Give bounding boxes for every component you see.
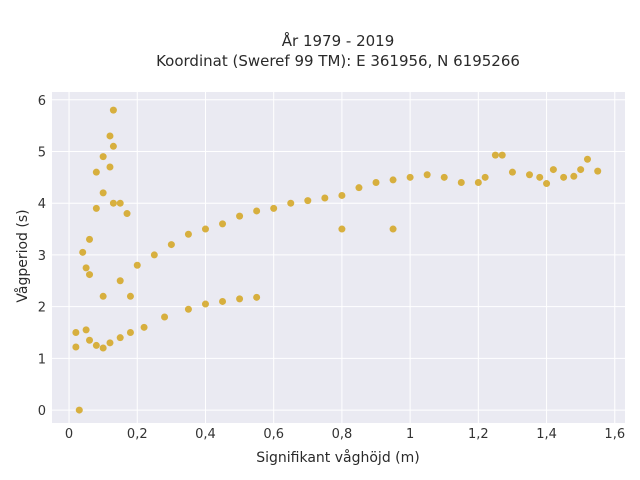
data-point xyxy=(86,271,94,279)
data-points xyxy=(72,106,602,414)
data-point xyxy=(577,166,585,174)
gridlines xyxy=(52,92,625,423)
data-point xyxy=(583,155,591,163)
data-point xyxy=(543,180,551,188)
x-tick-label: 0 xyxy=(65,427,73,442)
data-point xyxy=(481,173,489,181)
data-point xyxy=(92,341,100,349)
data-point xyxy=(126,292,134,300)
data-point xyxy=(167,241,175,249)
data-point xyxy=(355,184,363,192)
x-tick-label: 0,6 xyxy=(263,427,284,442)
x-axis-title: Signifikant våghöjd (m) xyxy=(256,449,419,466)
plot-background xyxy=(52,92,625,423)
data-point xyxy=(140,323,148,331)
data-point xyxy=(109,199,117,207)
x-tick-label: 0,2 xyxy=(127,427,148,442)
data-point xyxy=(560,173,568,181)
chart-title-line-1: År 1979 - 2019 xyxy=(282,31,395,50)
data-point xyxy=(99,344,107,352)
data-point xyxy=(184,230,192,238)
y-tick-label: 5 xyxy=(38,145,46,160)
data-point xyxy=(109,106,117,114)
data-point xyxy=(99,292,107,300)
data-point xyxy=(106,163,114,171)
data-point xyxy=(109,142,117,150)
data-point xyxy=(287,199,295,207)
data-point xyxy=(72,343,80,351)
data-point xyxy=(372,179,380,187)
data-point xyxy=(594,167,602,175)
data-point xyxy=(491,151,499,159)
data-point xyxy=(474,179,482,187)
data-point xyxy=(86,235,94,243)
data-point xyxy=(106,339,114,347)
x-tick-label: 1,6 xyxy=(604,427,625,442)
y-tick-label: 0 xyxy=(38,404,46,419)
y-tick-label: 1 xyxy=(38,352,46,367)
data-point xyxy=(338,225,346,233)
data-point xyxy=(440,173,448,181)
data-point xyxy=(184,305,192,313)
data-point xyxy=(79,248,87,256)
data-point xyxy=(150,251,158,259)
data-point xyxy=(106,132,114,140)
data-point xyxy=(92,168,100,176)
data-point xyxy=(126,328,134,336)
data-point xyxy=(389,176,397,184)
data-point xyxy=(92,204,100,212)
data-point xyxy=(253,207,261,215)
data-point xyxy=(304,197,312,205)
x-tick-label: 0,4 xyxy=(195,427,216,442)
data-point xyxy=(116,199,124,207)
data-point xyxy=(270,204,278,212)
data-point xyxy=(236,295,244,303)
data-point xyxy=(82,264,90,272)
data-point xyxy=(508,168,516,176)
data-point xyxy=(133,261,141,269)
data-point xyxy=(201,300,209,308)
data-point xyxy=(99,189,107,197)
data-point xyxy=(201,225,209,233)
x-tick-label: 1 xyxy=(406,427,414,442)
chart-title-line-2: Koordinat (Sweref 99 TM): E 361956, N 61… xyxy=(156,52,520,70)
data-point xyxy=(99,153,107,161)
data-point xyxy=(338,191,346,199)
data-point xyxy=(82,326,90,334)
data-point xyxy=(75,406,83,414)
data-point xyxy=(236,212,244,220)
x-tick-label: 1,4 xyxy=(536,427,557,442)
y-tick-label: 6 xyxy=(38,94,46,109)
y-tick-label: 3 xyxy=(38,249,46,264)
x-tick-label: 1,2 xyxy=(468,427,489,442)
data-point xyxy=(498,151,506,159)
y-tick-label: 2 xyxy=(38,301,46,316)
data-point xyxy=(72,328,80,336)
data-point xyxy=(116,334,124,342)
data-point xyxy=(253,293,261,301)
data-point xyxy=(116,277,124,285)
plot-area: 0 0,2 0,4 0,6 0,8 1 1,2 1,4 1,6 0 1 2 3 4 5 6 xyxy=(38,92,625,442)
data-point xyxy=(161,313,169,321)
y-axis-title: Vågperiod (s) xyxy=(14,209,31,302)
data-point xyxy=(526,171,533,179)
data-point xyxy=(219,297,227,305)
x-tick-label: 0,8 xyxy=(332,427,353,442)
data-point xyxy=(406,173,414,181)
data-point xyxy=(321,194,329,202)
data-point xyxy=(423,171,431,179)
data-point xyxy=(536,173,544,181)
data-point xyxy=(549,166,557,174)
data-point xyxy=(457,179,465,187)
y-tick-label: 4 xyxy=(38,197,46,212)
data-point xyxy=(219,220,227,228)
data-point xyxy=(86,336,94,344)
data-point xyxy=(123,210,131,218)
data-point xyxy=(570,172,578,180)
data-point xyxy=(389,225,397,233)
